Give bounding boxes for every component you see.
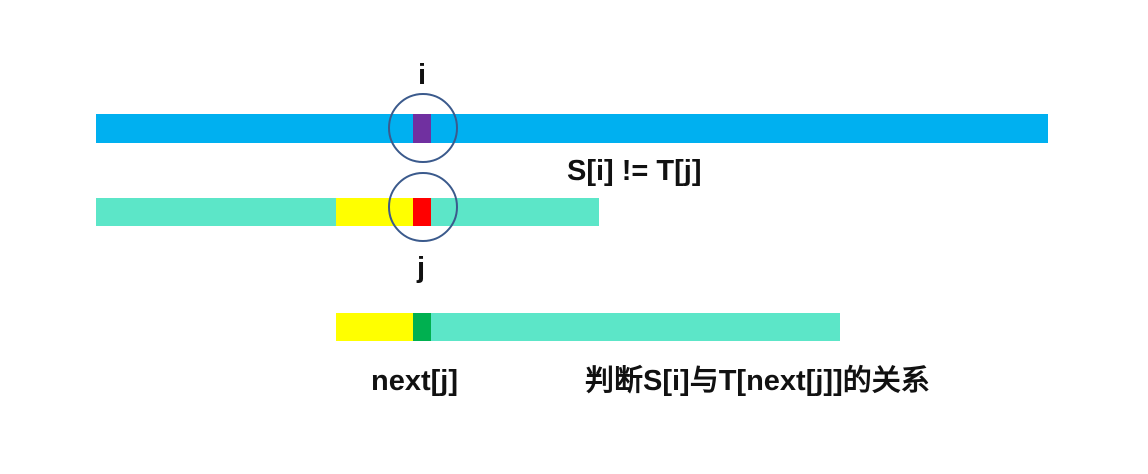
- main-string-bar: [96, 114, 1048, 143]
- t-j-char: [413, 198, 431, 226]
- next-j-label: next[j]: [371, 365, 458, 397]
- t-next-j-char: [413, 313, 431, 341]
- mismatch-label: S[i] != T[j]: [567, 155, 702, 187]
- pattern-matched-prefix: [336, 198, 413, 226]
- shifted-matched-prefix: [336, 313, 413, 341]
- i-position-circle: [388, 93, 458, 163]
- label-j: j: [416, 252, 425, 284]
- s-i-char: [413, 114, 431, 143]
- label-i: i: [418, 59, 426, 91]
- compare-label: 判断S[i]与T[next[j]]的关系: [585, 363, 930, 397]
- j-position-circle: [388, 172, 458, 242]
